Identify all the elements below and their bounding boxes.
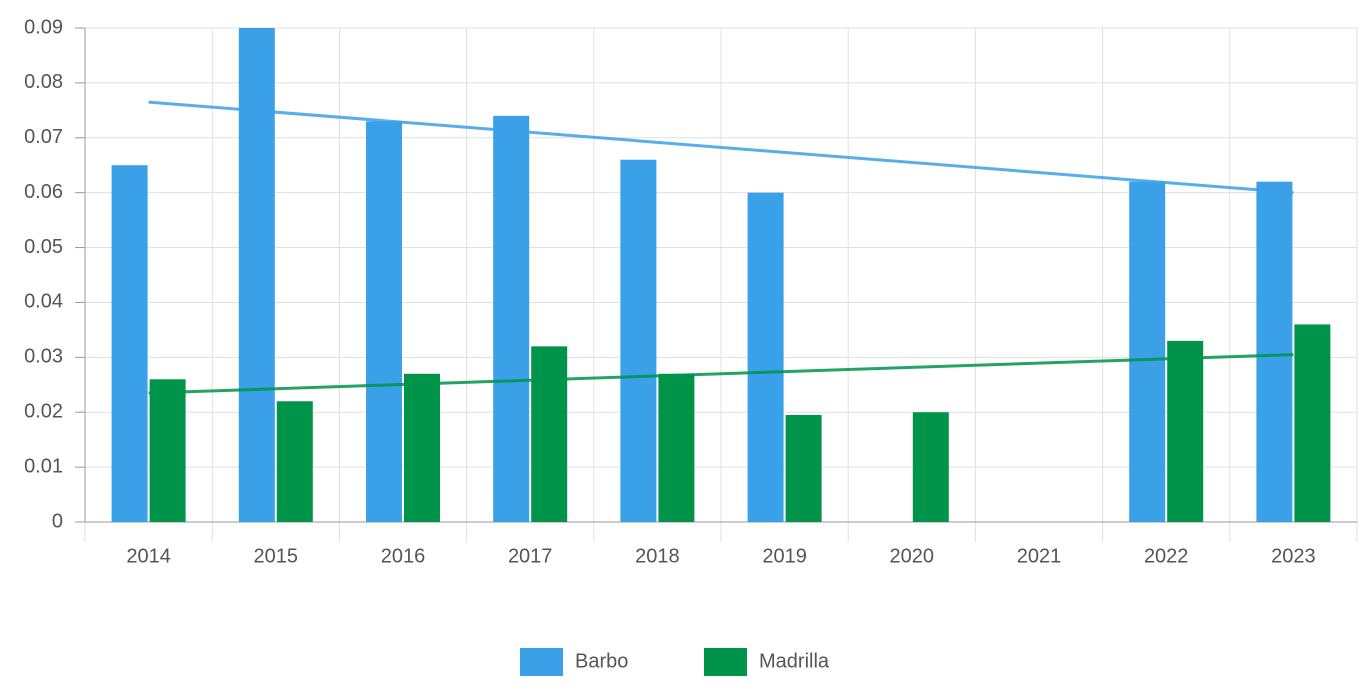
x-tick-label: 2015 — [254, 545, 299, 567]
y-tick-label: 0.03 — [24, 346, 63, 368]
x-tick-label: 2021 — [1017, 545, 1062, 567]
x-tick-label: 2018 — [635, 545, 680, 567]
x-tick-label: 2023 — [1271, 545, 1316, 567]
bar — [912, 412, 949, 522]
legend-label: Madrilla — [759, 650, 830, 672]
y-tick-label: 0 — [52, 510, 63, 532]
legend-swatch — [704, 648, 747, 676]
y-tick-label: 0.01 — [24, 455, 63, 477]
y-tick-label: 0.06 — [24, 181, 63, 203]
x-tick-label: 2014 — [126, 545, 171, 567]
legend-label: Barbo — [575, 650, 628, 672]
bar — [1256, 181, 1293, 522]
bar — [366, 121, 402, 523]
trend-line — [148, 100, 1294, 195]
x-tick-label: 2017 — [508, 545, 553, 567]
legend-swatch — [520, 648, 563, 676]
y-tick-label: 0.04 — [24, 291, 63, 313]
x-tick-label: 2016 — [381, 545, 426, 567]
trend-line — [148, 353, 1294, 395]
bar — [404, 373, 440, 522]
y-tick-label: 0.05 — [24, 236, 63, 258]
bar — [785, 414, 822, 522]
bar — [1129, 181, 1166, 522]
bar — [658, 373, 695, 522]
y-tick-label: 0.09 — [24, 16, 63, 38]
y-tick-label: 0.02 — [24, 401, 63, 423]
bar — [531, 346, 568, 522]
bar — [149, 379, 186, 522]
x-tick-label: 2022 — [1144, 545, 1189, 567]
x-tick-label: 2020 — [890, 545, 935, 567]
bar — [1294, 324, 1331, 522]
bar — [276, 401, 313, 522]
bar — [747, 192, 784, 522]
x-tick-label: 2019 — [762, 545, 807, 567]
bar — [493, 115, 530, 523]
y-tick-label: 0.07 — [24, 126, 63, 148]
bar — [620, 159, 657, 522]
y-tick-label: 0.08 — [24, 71, 63, 93]
bar — [111, 165, 148, 522]
bar — [1167, 340, 1204, 522]
bar — [238, 28, 275, 522]
